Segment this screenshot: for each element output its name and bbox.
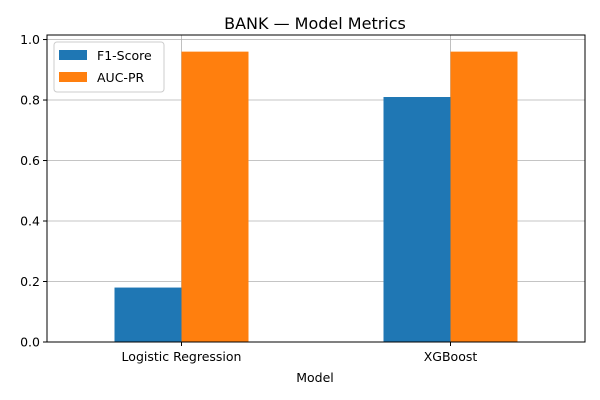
y-tick-label: 0.4 (20, 214, 40, 229)
legend: F1-Score AUC-PR (53, 41, 165, 93)
bar-auc-pr-xgboost (450, 51, 518, 342)
legend-swatch-f1-score (59, 50, 87, 60)
bar-f1-score-xgboost (383, 97, 451, 342)
x-axis-title: Model (296, 370, 334, 385)
y-axis-ticks: 0.0 0.2 0.4 0.6 0.8 1.0 (20, 32, 47, 350)
legend-label-auc-pr: AUC-PR (97, 70, 144, 85)
bar-f1-score-logistic-regression (114, 287, 182, 342)
chart-title: BANK — Model Metrics (224, 14, 406, 33)
y-tick-label: 0.6 (20, 153, 40, 168)
y-tick-label: 0.8 (20, 93, 40, 108)
y-tick-label: 0.2 (20, 274, 40, 289)
bar-auc-pr-logistic-regression (181, 51, 249, 342)
y-tick-label: 0.0 (20, 335, 40, 350)
bars (114, 51, 518, 342)
legend-swatch-auc-pr (59, 72, 87, 82)
plot-area-frame (46, 34, 586, 343)
x-axis-ticks: Logistic Regression XGBoost (122, 342, 478, 364)
y-tick-label: 1.0 (20, 32, 40, 47)
legend-label-f1-score: F1-Score (97, 48, 152, 63)
x-tick-label: Logistic Regression (122, 349, 242, 364)
x-tick-label: XGBoost (424, 349, 478, 364)
